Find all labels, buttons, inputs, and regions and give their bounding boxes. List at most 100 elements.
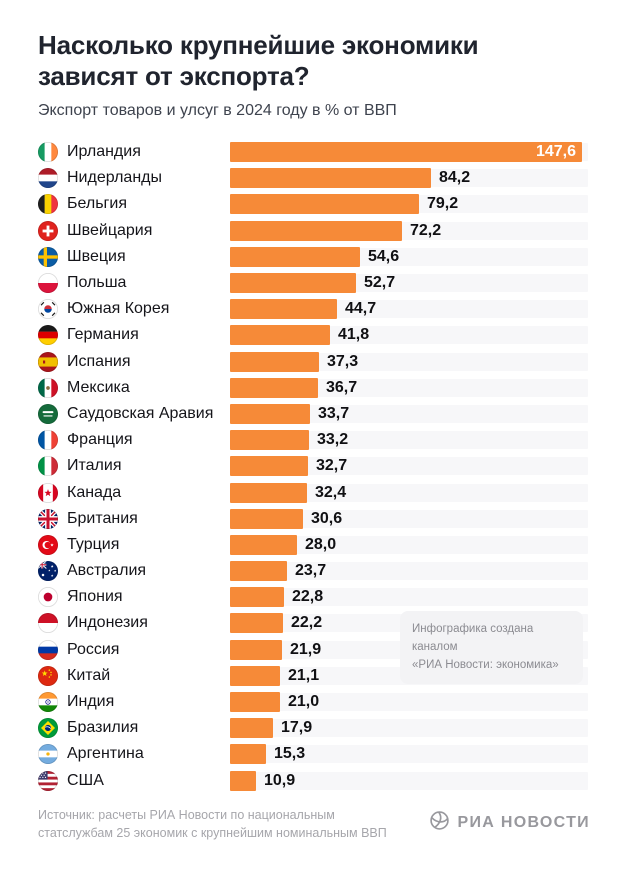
chart-row: Швеция 54,6 <box>38 244 596 270</box>
bar <box>230 273 356 294</box>
flag-argentina <box>38 744 58 765</box>
bar-track <box>230 404 588 423</box>
country-label: Турция <box>67 535 120 553</box>
flag-usa <box>38 770 58 791</box>
chart-row: Южная Корея 44,7 <box>38 296 596 322</box>
value-label: 22,8 <box>292 588 324 606</box>
chart-row: Саудовская Аравия 33,7 <box>38 401 596 427</box>
country-label: Германия <box>67 326 139 344</box>
bar-chart: Ирландия 147,6 Нидерланды 84,2 Бельгия 79,2 Шв… <box>38 139 596 794</box>
country-label: Индонезия <box>67 614 148 632</box>
flag-mexico <box>38 377 58 398</box>
country-label: Швейцария <box>67 221 153 239</box>
country-label: Япония <box>67 588 123 606</box>
bar <box>230 639 282 660</box>
bar <box>230 168 431 189</box>
bar-area: 28,0 <box>230 534 588 555</box>
chart-row: Бельгия 79,2 <box>38 191 596 217</box>
country-label: Саудовская Аравия <box>67 404 214 422</box>
header: Насколько крупнейшие экономики зависят от… <box>38 30 586 121</box>
chart-row: Австралия 23,7 <box>38 558 596 584</box>
country-label: США <box>67 771 104 789</box>
country-label: Австралия <box>67 562 147 580</box>
chart-row: Канада 32,4 <box>38 479 596 505</box>
bar-track <box>230 693 588 712</box>
country-label: Южная Корея <box>67 300 170 318</box>
flag-china <box>38 665 58 686</box>
source-text: Источник: расчеты РИА Новости по национа… <box>38 806 387 842</box>
bar-area: 32,4 <box>230 482 588 503</box>
country-label: Мексика <box>67 378 130 396</box>
bar-track <box>230 509 588 528</box>
source-line-2: статслужбам 25 экономик с крупнейшим ном… <box>38 826 387 841</box>
bar <box>230 692 280 713</box>
bar-area: 41,8 <box>230 325 588 346</box>
note-line-1: Инфографика создана каналом <box>412 623 534 653</box>
value-label: 21,0 <box>288 693 320 711</box>
bar-area: 23,7 <box>230 561 588 582</box>
bar <box>230 534 297 555</box>
country-label: Ирландия <box>67 143 141 161</box>
bar-area: 33,7 <box>230 403 588 424</box>
bar-area: 79,2 <box>230 194 588 215</box>
country-label: Бразилия <box>67 719 139 737</box>
bar-area: 22,8 <box>230 587 588 608</box>
bar <box>230 403 310 424</box>
bar-track <box>230 719 588 738</box>
flag-indonesia <box>38 613 58 634</box>
bar-track <box>230 483 588 502</box>
bar-track <box>230 378 588 397</box>
flag-germany <box>38 325 58 346</box>
flag-poland <box>38 273 58 294</box>
country-label: Франция <box>67 431 133 449</box>
bar <box>230 377 318 398</box>
value-label: 28,0 <box>305 535 337 553</box>
bar <box>230 770 256 791</box>
flag-saudi-arabia <box>38 403 58 424</box>
bar-area: 15,3 <box>230 744 588 765</box>
bar-track <box>230 771 588 790</box>
bar-area: 52,7 <box>230 273 588 294</box>
country-label: Аргентина <box>67 745 144 763</box>
bar <box>230 613 283 634</box>
bar-area: 17,9 <box>230 718 588 739</box>
bar-area: 37,3 <box>230 351 588 372</box>
value-label: 17,9 <box>281 719 313 737</box>
value-label: 21,9 <box>290 640 322 658</box>
value-label: 147,6 <box>535 143 576 161</box>
bar <box>230 351 319 372</box>
country-label: Китай <box>67 666 111 684</box>
bar <box>230 246 360 267</box>
value-label: 21,1 <box>288 666 320 684</box>
bar-track <box>230 745 588 764</box>
flag-australia <box>38 561 58 582</box>
flag-india <box>38 692 58 713</box>
value-label: 72,2 <box>410 221 442 239</box>
country-label: Нидерланды <box>67 169 162 187</box>
value-label: 10,9 <box>264 771 296 789</box>
chart-row: Турция 28,0 <box>38 532 596 558</box>
value-label: 36,7 <box>326 378 358 396</box>
chart-row: Индия 21,0 <box>38 689 596 715</box>
value-label: 84,2 <box>439 169 471 187</box>
bar-area: 21,0 <box>230 692 588 713</box>
bar-area: 44,7 <box>230 299 588 320</box>
bar <box>230 456 308 477</box>
flag-russia <box>38 639 58 660</box>
country-label: Швеция <box>67 247 126 265</box>
flag-belgium <box>38 194 58 215</box>
bar-area: 33,2 <box>230 430 588 451</box>
bar-area: 30,6 <box>230 508 588 529</box>
chart-row: Ирландия 147,6 <box>38 139 596 165</box>
flag-switzerland <box>38 220 58 241</box>
bar <box>230 430 309 451</box>
value-label: 44,7 <box>345 300 377 318</box>
bar-track <box>230 588 588 607</box>
flag-brazil <box>38 718 58 739</box>
bar-area: 84,2 <box>230 168 588 189</box>
chart-row: Франция 33,2 <box>38 427 596 453</box>
attribution-note: Инфографика создана каналом «РИА Новости… <box>400 611 583 685</box>
chart-subtitle: Экспорт товаров и улсуг в 2024 году в % … <box>38 102 397 120</box>
chart-row: Аргентина 15,3 <box>38 741 596 767</box>
flag-netherlands <box>38 168 58 189</box>
